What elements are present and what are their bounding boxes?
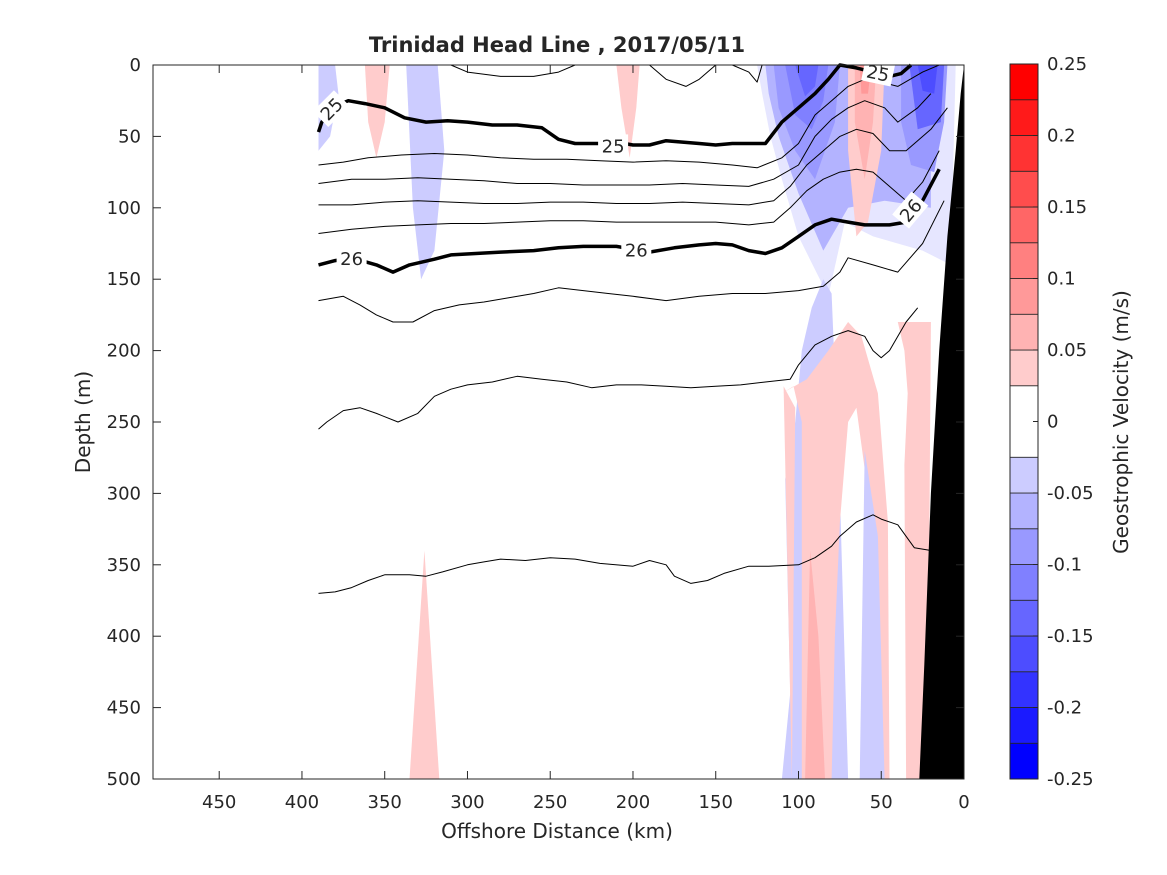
y-tick-label: 50 [118, 126, 141, 147]
y-axis: 0 50 100 150 200 250 300 350 400 450 500 [107, 55, 964, 790]
x-tick-label: 200 [616, 792, 650, 813]
chart-title: Trinidad Head Line , 2017/05/11 [369, 33, 745, 57]
contour-label-bg [621, 238, 652, 261]
colorbar-tick-label: 0.1 [1047, 269, 1076, 290]
contour-label-4: 26 [621, 238, 652, 262]
contour-label-bg [598, 134, 629, 157]
contour-label-bg [861, 58, 896, 87]
density-contours [316, 63, 948, 594]
velocity-patch-19 [859, 450, 885, 779]
colorbar-tick-label: -0.1 [1047, 555, 1082, 576]
colorbar-tick-label: -0.2 [1047, 698, 1082, 719]
contour-label-bg [336, 247, 367, 270]
contour-label-text: 26 [625, 241, 648, 262]
colorbar: 0.25 0.2 0.15 0.1 0.05 0 -0.05 -0.1 -0.15 -0.2 -0.… [1009, 54, 1133, 790]
y-tick-label: 200 [107, 341, 141, 362]
velocity-patch-17 [783, 386, 796, 779]
isopycnal-7 [318, 107, 948, 206]
colorbar-tick-label: -0.15 [1047, 626, 1094, 647]
colorbar-ticks: 0.25 0.2 0.15 0.1 0.05 0 -0.05 -0.1 -0.15 -0.2 -0.… [1033, 54, 1094, 790]
x-tick-label: 50 [870, 792, 893, 813]
contour-label-2: 25 [861, 58, 896, 87]
colorbar-tick-label: 0.05 [1047, 340, 1087, 361]
isopycnal-9 [318, 200, 945, 323]
y-tick-label: 400 [107, 626, 141, 647]
colorbar-tick-label: 0.2 [1047, 126, 1076, 147]
colorbar-band [1009, 242, 1039, 279]
colorbar-band [1009, 456, 1039, 494]
velocity-patch-8 [795, 65, 819, 97]
isopycnal-6 [318, 93, 932, 187]
isopycnal-2 [450, 64, 576, 77]
velocity-patch-21 [409, 550, 440, 779]
y-tick-label: 0 [130, 55, 141, 76]
velocity-patch-20 [897, 322, 931, 779]
isopycnal-bold-1 [318, 168, 941, 274]
y-axis-label: Depth (m) [71, 371, 95, 473]
colorbar-band [1009, 99, 1039, 136]
x-tick-label: 0 [958, 792, 969, 813]
x-axis: 450 400 350 300 250 200 150 100 50 0 [202, 65, 970, 813]
isopycnal-10 [318, 307, 919, 430]
colorbar-band [1009, 635, 1039, 673]
contour-label-bg [892, 191, 929, 229]
x-tick-label: 350 [368, 792, 402, 813]
x-tick-label: 400 [285, 792, 319, 813]
colorbar-band [1009, 599, 1039, 637]
y-tick-label: 450 [107, 698, 141, 719]
contour-label-text: 26 [340, 249, 363, 270]
colorbar-bands [1009, 63, 1039, 780]
colorbar-tick-label: 0.25 [1047, 54, 1087, 75]
isopycnal-3 [649, 64, 717, 87]
velocity-patch-18 [805, 550, 825, 779]
colorbar-band [1009, 349, 1039, 387]
colorbar-band [1009, 135, 1039, 172]
colorbar-tick-label: -0.25 [1047, 769, 1094, 790]
isopycnal-8 [318, 150, 940, 234]
x-tick-label: 150 [699, 792, 733, 813]
contour-label-3: 26 [336, 247, 367, 270]
x-tick-label: 450 [202, 792, 236, 813]
colorbar-band [1009, 707, 1039, 744]
isopycnal-4 [732, 64, 763, 83]
y-tick-label: 350 [107, 555, 141, 576]
x-tick-label: 300 [450, 792, 484, 813]
colorbar-band [1009, 313, 1039, 351]
y-tick-label: 150 [107, 269, 141, 290]
x-tick-label: 100 [781, 792, 815, 813]
colorbar-band [1009, 63, 1039, 101]
y-tick-label: 250 [107, 412, 141, 433]
velocity-patch-1 [364, 65, 390, 158]
colorbar-tick-label: 0 [1047, 412, 1058, 433]
x-axis-label: Offshore Distance (km) [441, 819, 673, 843]
isopycnal-11 [318, 514, 945, 594]
contour-label-1: 25 [598, 134, 629, 157]
colorbar-tick-label: -0.05 [1047, 483, 1094, 504]
contour-label-text: 25 [602, 136, 625, 157]
colorbar-band [1009, 564, 1039, 601]
contour-label-bg [312, 90, 350, 127]
colorbar-band [1009, 528, 1039, 565]
colorbar-band [1009, 671, 1039, 708]
colorbar-band [1009, 492, 1039, 530]
colorbar-band [1009, 742, 1039, 780]
bathymetry [919, 65, 964, 779]
y-tick-label: 100 [107, 198, 141, 219]
y-tick-label: 500 [107, 769, 141, 790]
y-tick-label: 300 [107, 483, 141, 504]
colorbar-band [1009, 278, 1039, 315]
colorbar-band [1009, 170, 1039, 208]
isopycnal-bold-0 [316, 63, 913, 147]
velocity-patch-13 [854, 65, 877, 180]
velocity-patch-3 [616, 65, 640, 158]
colorbar-band [1009, 206, 1039, 244]
x-tick-label: 250 [533, 792, 567, 813]
contour-label-text: 25 [864, 61, 891, 86]
colorbar-label: Geostrophic Velocity (m/s) [1109, 290, 1133, 554]
colorbar-tick-label: 0.15 [1047, 197, 1087, 218]
